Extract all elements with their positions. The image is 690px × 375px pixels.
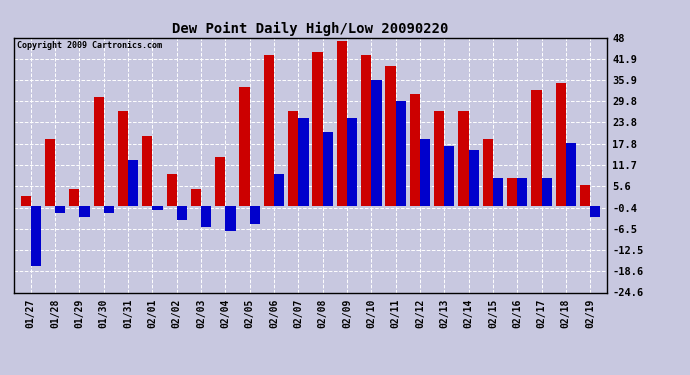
Bar <box>142 136 152 206</box>
Bar <box>313 51 323 206</box>
Bar <box>298 118 308 206</box>
Bar <box>264 55 274 206</box>
Bar <box>518 178 527 206</box>
Bar <box>531 90 542 206</box>
Bar <box>590 206 600 217</box>
Bar <box>45 140 55 206</box>
Bar <box>420 140 430 206</box>
Bar <box>191 189 201 206</box>
Bar <box>507 178 518 206</box>
Bar <box>566 143 576 206</box>
Bar <box>118 111 128 206</box>
Bar <box>94 97 104 206</box>
Bar <box>444 146 455 206</box>
Bar <box>274 174 284 206</box>
Bar <box>55 206 66 213</box>
Bar <box>250 206 260 224</box>
Bar <box>104 206 114 213</box>
Bar <box>201 206 211 227</box>
Bar <box>347 118 357 206</box>
Bar <box>361 55 371 206</box>
Bar <box>483 140 493 206</box>
Bar <box>31 206 41 266</box>
Bar <box>215 157 226 206</box>
Bar <box>337 41 347 206</box>
Bar <box>152 206 163 210</box>
Bar <box>79 206 90 217</box>
Bar <box>410 94 420 206</box>
Bar <box>580 185 590 206</box>
Text: Copyright 2009 Cartronics.com: Copyright 2009 Cartronics.com <box>17 41 161 50</box>
Bar <box>386 66 395 206</box>
Bar <box>395 101 406 206</box>
Bar <box>323 132 333 206</box>
Bar <box>226 206 235 231</box>
Bar <box>128 160 138 206</box>
Bar <box>69 189 79 206</box>
Bar <box>493 178 503 206</box>
Bar <box>371 80 382 206</box>
Bar <box>555 83 566 206</box>
Bar <box>177 206 187 220</box>
Bar <box>166 174 177 206</box>
Bar <box>239 87 250 206</box>
Bar <box>21 195 31 206</box>
Bar <box>434 111 444 206</box>
Bar <box>469 150 479 206</box>
Bar <box>458 111 469 206</box>
Bar <box>288 111 298 206</box>
Bar <box>542 178 552 206</box>
Title: Dew Point Daily High/Low 20090220: Dew Point Daily High/Low 20090220 <box>172 22 448 36</box>
